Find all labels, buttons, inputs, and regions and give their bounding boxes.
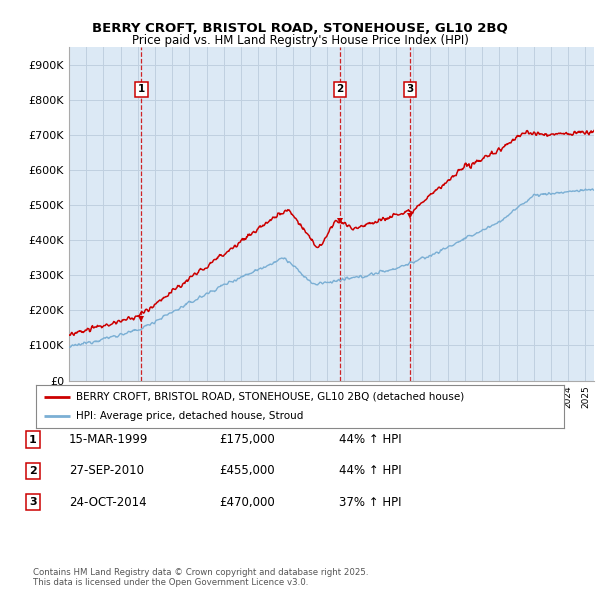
- Text: £455,000: £455,000: [219, 464, 275, 477]
- Text: 3: 3: [406, 84, 413, 94]
- Text: 2: 2: [337, 84, 344, 94]
- Text: BERRY CROFT, BRISTOL ROAD, STONEHOUSE, GL10 2BQ (detached house): BERRY CROFT, BRISTOL ROAD, STONEHOUSE, G…: [76, 392, 464, 402]
- Text: 2: 2: [29, 466, 37, 476]
- Text: Contains HM Land Registry data © Crown copyright and database right 2025.
This d: Contains HM Land Registry data © Crown c…: [33, 568, 368, 587]
- Text: 24-OCT-2014: 24-OCT-2014: [69, 496, 146, 509]
- Text: Price paid vs. HM Land Registry's House Price Index (HPI): Price paid vs. HM Land Registry's House …: [131, 34, 469, 47]
- Text: HPI: Average price, detached house, Stroud: HPI: Average price, detached house, Stro…: [76, 411, 303, 421]
- Text: £470,000: £470,000: [219, 496, 275, 509]
- Text: 44% ↑ HPI: 44% ↑ HPI: [339, 464, 401, 477]
- Text: 37% ↑ HPI: 37% ↑ HPI: [339, 496, 401, 509]
- Text: £175,000: £175,000: [219, 433, 275, 446]
- Text: BERRY CROFT, BRISTOL ROAD, STONEHOUSE, GL10 2BQ: BERRY CROFT, BRISTOL ROAD, STONEHOUSE, G…: [92, 22, 508, 35]
- Text: 3: 3: [29, 497, 37, 507]
- Text: 44% ↑ HPI: 44% ↑ HPI: [339, 433, 401, 446]
- Text: 1: 1: [29, 435, 37, 444]
- Text: 15-MAR-1999: 15-MAR-1999: [69, 433, 148, 446]
- Text: 1: 1: [138, 84, 145, 94]
- Text: 27-SEP-2010: 27-SEP-2010: [69, 464, 144, 477]
